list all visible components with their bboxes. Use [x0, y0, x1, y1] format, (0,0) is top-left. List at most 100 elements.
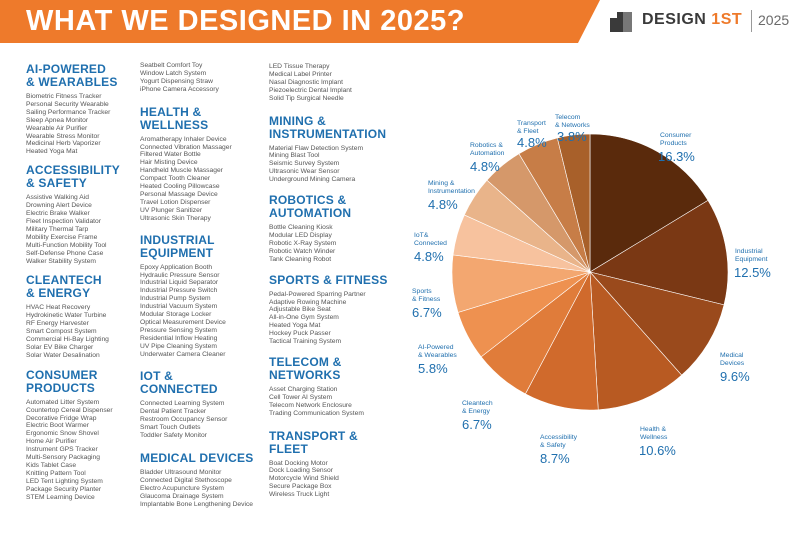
slice-label-line: Sports — [412, 288, 432, 295]
category-item: Hockey Puck Passer — [269, 330, 331, 338]
page-title: WHAT WE DESIGNED IN 2025? — [26, 5, 465, 37]
category-column-3: LED Tissue Therapy Medical Label Printer N… — [269, 63, 399, 505]
category-title: INDUSTRIAL EQUIPMENT — [140, 232, 270, 260]
category-item: Handheld Muscle Massager — [140, 167, 223, 175]
slice-label: Consumer Products — [660, 132, 691, 147]
slice-label-line: Wellness — [640, 433, 668, 441]
category-item: Bladder Ultrasound Monitor — [140, 469, 222, 476]
category-item: Countertop Cereal Dispenser — [26, 406, 113, 414]
category-title: MINING & INSTRUMENTATION — [269, 114, 399, 141]
category-item: Window Latch System — [140, 69, 207, 77]
category-item: Walker Stability System — [26, 257, 96, 265]
category-title: ROBOTICS & AUTOMATION — [269, 194, 399, 220]
logo-divider — [751, 10, 752, 32]
category-item: Underwater Camera Cleaner — [140, 350, 226, 358]
category-item: Wireless Truck Light — [269, 491, 330, 499]
category-item: Heated Yoga Mat — [269, 322, 321, 330]
slice-label-line: Industrial — [735, 248, 763, 255]
slice-label-line: Cleantech — [462, 400, 493, 407]
category-title: SPORTS & FITNESS — [269, 272, 399, 287]
category-item: Smart Touch Outlets — [140, 424, 201, 432]
category-item: Travel Lotion Dispenser — [140, 198, 211, 206]
slice-label-line: Equipment — [735, 255, 768, 263]
slice-label: Accessibility & Safety — [540, 434, 577, 449]
category-item: Ultrasonic Wear Sensor — [269, 168, 340, 176]
category-item: Toddler Safety Monitor — [140, 432, 207, 440]
category-title: MEDICAL DEVICES — [140, 452, 270, 465]
category-item: Instrument GPS Tracker — [26, 446, 98, 454]
category-block: ACCESSIBILITY & SAFETY Assistive Walking A… — [26, 164, 156, 265]
slice-label-line: Devices — [720, 359, 745, 367]
category-block: IOT & CONNECTED Connected Learning System D… — [140, 370, 270, 440]
category-item: Wearable Stress Monitor — [26, 132, 100, 140]
slice-label-line: & Fitness — [412, 295, 441, 303]
category-item: STEM Learning Device — [26, 493, 95, 501]
category-item: UV Pipe Cleaning System — [140, 342, 217, 350]
slice-value: 5.8% — [418, 361, 448, 376]
category-item: Smart Compost System — [26, 328, 97, 336]
slice-value: 10.6% — [639, 443, 676, 458]
category-title-line: & ENERGY — [26, 286, 91, 301]
category-title: AI-POWERED & WEARABLES — [26, 63, 156, 89]
category-item: Implantable Bone Lengthening Device — [140, 500, 254, 508]
category-title-line: CLEANTECH — [26, 273, 102, 288]
slice-value: 4.8% — [428, 197, 458, 212]
slice-value: 4.8% — [517, 135, 547, 150]
category-column-1: AI-POWERED & WEARABLES Biometric Fitness T… — [26, 63, 156, 508]
category-item: Pressure Sensing System — [140, 326, 217, 334]
category-item: Industrial Pressure Switch — [140, 287, 218, 295]
category-block: Seatbelt Comfort Toy Window Latch System Y… — [140, 62, 270, 94]
slice-label-line: Medical — [720, 352, 744, 359]
category-title-line: INDUSTRIAL — [140, 232, 215, 247]
category-item: Optical Measurement Device — [140, 318, 226, 326]
category-item: iPhone Camera Accessory — [140, 85, 219, 93]
category-title: TRANSPORT & FLEET — [269, 428, 399, 456]
category-title-line: IOT & — [140, 369, 173, 384]
category-item: Connected Vibration Massager — [140, 143, 232, 151]
category-item: UV Plunger Sanitizer — [140, 206, 203, 214]
slice-label-line: & Fleet — [517, 127, 539, 135]
category-item: Material Flaw Detection System — [269, 144, 364, 152]
slice-label-line: & Safety — [540, 441, 566, 449]
category-item: Compact Tooth Cleaner — [140, 175, 211, 183]
slice-label-line: IoT& — [414, 232, 429, 239]
logo-accent: 1ST — [711, 11, 743, 28]
category-title-line: TRANSPORT & — [269, 428, 358, 443]
category-item: Piezoelectric Dental Implant — [269, 86, 352, 94]
category-item: Drowning Alert Device — [26, 202, 92, 210]
category-column-2: Seatbelt Comfort Toy Window Latch System Y… — [140, 62, 270, 515]
pie-slice — [589, 271, 725, 376]
category-title-line: NETWORKS — [269, 367, 341, 382]
slice-label: Cleantech & Energy — [462, 400, 493, 415]
slice-value: 8.7% — [540, 451, 570, 466]
category-title-line: PRODUCTS — [26, 380, 95, 395]
category-item: Adjustable Bike Seat — [269, 306, 331, 314]
pie-slice — [556, 133, 591, 273]
category-item: RF Energy Harvester — [26, 320, 89, 328]
category-title: CONSUMER PRODUCTS — [26, 368, 156, 395]
category-item: Residential Inflow Heating — [140, 334, 218, 342]
category-item: Sleep Apnea Monitor — [26, 116, 89, 124]
slice-label: AI-Powered & Wearables — [418, 344, 457, 359]
category-item: Mobility Exercise Frame — [26, 233, 98, 241]
category-item: Sailing Performance Tracker — [26, 108, 111, 116]
category-item: Industrial Pump System — [140, 295, 211, 303]
category-item: Modular LED Display — [269, 231, 332, 239]
category-item: Ergonomic Snow Shovel — [26, 430, 99, 438]
pie-svg — [451, 133, 729, 411]
category-item: Hydraulic Pressure Sensor — [140, 271, 220, 279]
category-item: Motorcycle Wind Shield — [269, 475, 339, 483]
category-item: Industrial Vacuum System — [140, 303, 218, 311]
category-title-line: MEDICAL DEVICES — [140, 451, 254, 465]
category-item: Commercial Hi-Bay Lighting — [26, 336, 109, 344]
category-item: Nasal Diagnostic Implant — [269, 78, 343, 86]
category-title-line: FLEET — [269, 441, 308, 456]
category-title-line: SPORTS & FITNESS — [269, 272, 388, 287]
category-item: Wearable Air Purifier — [26, 124, 88, 132]
slice-label: Medical Devices — [720, 352, 744, 367]
category-item: Robotic X-Ray System — [269, 239, 337, 247]
slice-label-line: & Wearables — [418, 351, 457, 359]
category-item: Solar Water Desalination — [26, 351, 100, 359]
category-item: Boat Docking Motor — [269, 459, 328, 467]
category-item: Tactical Training System — [269, 338, 342, 346]
